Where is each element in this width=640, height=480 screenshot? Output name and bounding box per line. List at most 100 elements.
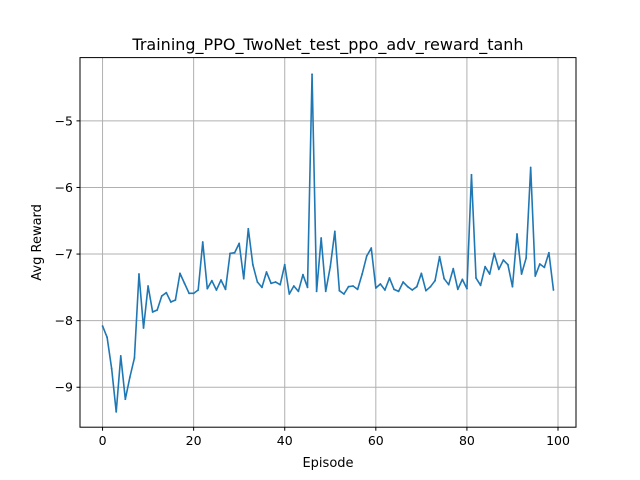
data-point <box>343 293 345 295</box>
data-point <box>420 272 423 275</box>
data-point <box>488 273 491 275</box>
data-point <box>261 286 263 289</box>
data-point <box>124 398 127 401</box>
y-tick-label: −7 <box>55 247 73 262</box>
data-point <box>520 273 523 275</box>
data-point <box>538 263 541 265</box>
data-point <box>393 288 395 291</box>
data-point <box>415 285 418 288</box>
data-point <box>247 227 250 230</box>
data-point <box>456 288 459 291</box>
data-point <box>183 282 186 285</box>
data-point <box>516 233 518 235</box>
y-tick-label: −9 <box>55 380 73 395</box>
data-point <box>329 265 332 268</box>
data-point <box>210 279 213 282</box>
data-point <box>265 271 268 273</box>
x-tick-label: 20 <box>186 433 202 448</box>
data-point <box>179 272 181 275</box>
data-point <box>188 292 190 295</box>
x-axis-label: Episode <box>302 456 353 471</box>
data-point <box>288 293 291 295</box>
data-point <box>306 286 309 289</box>
data-point <box>220 279 222 281</box>
data-point <box>297 290 300 293</box>
data-point <box>511 285 514 288</box>
data-point <box>215 289 218 291</box>
data-point <box>479 284 482 287</box>
data-point <box>356 288 359 291</box>
data-point <box>552 289 555 291</box>
data-point <box>138 273 140 275</box>
data-point <box>302 273 304 276</box>
series-points <box>101 73 555 413</box>
data-point <box>324 290 327 293</box>
data-point <box>197 289 200 291</box>
grid <box>80 57 576 428</box>
data-point <box>443 277 446 280</box>
data-point <box>502 259 505 261</box>
x-tick-label: 60 <box>368 433 384 448</box>
data-point <box>461 278 464 281</box>
data-point <box>160 295 163 297</box>
data-point <box>238 242 241 245</box>
data-point <box>270 282 272 285</box>
data-point <box>333 230 336 233</box>
data-point <box>475 277 477 279</box>
data-point <box>233 251 236 254</box>
data-point <box>279 283 282 286</box>
data-point <box>548 251 550 254</box>
data-point <box>406 285 409 288</box>
data-point <box>174 299 177 301</box>
data-point <box>320 237 323 239</box>
data-point <box>315 290 318 293</box>
data-point <box>338 289 341 292</box>
data-point <box>493 252 496 255</box>
x-tick-label: 80 <box>459 433 475 448</box>
data-point <box>484 265 487 268</box>
data-point <box>201 241 204 243</box>
data-point <box>347 285 350 288</box>
data-point <box>169 301 172 303</box>
series-line <box>101 73 555 413</box>
data-point <box>525 257 528 259</box>
x-tick-label: 100 <box>546 433 570 448</box>
data-point <box>452 267 455 270</box>
data-point <box>115 410 118 413</box>
series-layer <box>101 73 555 413</box>
data-point <box>379 283 382 285</box>
chart-title: Training_PPO_TwoNet_test_ppo_adv_reward_… <box>131 35 523 55</box>
data-point <box>192 292 195 295</box>
data-point <box>438 255 441 258</box>
x-axis: 0 20 40 60 80 100 <box>99 427 570 448</box>
data-point <box>165 291 168 294</box>
data-point <box>374 287 377 289</box>
data-point <box>110 367 113 370</box>
y-axis: −9 −8 −7 −6 −5 <box>55 113 80 395</box>
data-point <box>156 309 159 311</box>
y-axis-label: Avg Reward <box>30 204 45 281</box>
data-point <box>142 327 145 329</box>
data-point <box>352 285 354 287</box>
data-point <box>529 166 532 169</box>
plot-frame <box>79 57 577 428</box>
data-point <box>119 355 122 357</box>
data-point <box>543 266 546 269</box>
data-point <box>361 273 364 275</box>
data-point <box>256 281 259 283</box>
data-point <box>425 289 427 292</box>
data-point <box>397 290 400 293</box>
data-point <box>292 285 295 287</box>
y-tick-label: −5 <box>55 113 73 128</box>
data-point <box>251 263 254 266</box>
data-point <box>447 283 450 286</box>
y-tick-label: −6 <box>55 180 73 195</box>
data-point <box>311 73 313 76</box>
y-tick-label: −8 <box>55 313 73 328</box>
data-point <box>128 376 131 379</box>
data-point <box>106 336 108 339</box>
data-point <box>370 247 373 249</box>
data-point <box>365 255 368 257</box>
data-point <box>497 268 500 271</box>
